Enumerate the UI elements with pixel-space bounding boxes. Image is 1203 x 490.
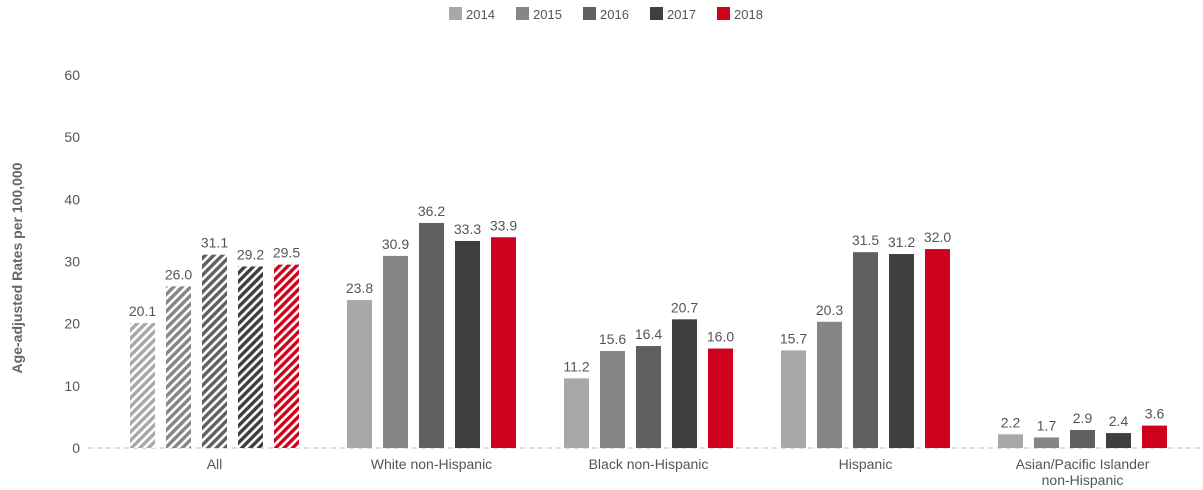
- bar-white-non-hispanic-2018: [491, 237, 516, 448]
- data-label-hispanic-2015: 20.3: [816, 302, 843, 318]
- bar-black-non-hispanic-2015: [600, 351, 625, 448]
- category-label-black-non-hispanic: Black non-Hispanic: [589, 456, 709, 472]
- bar-asian-pacific-islander-non-hispanic-2017: [1106, 433, 1131, 448]
- legend-label-2016: 2016: [600, 7, 629, 22]
- bar-black-non-hispanic-2014: [564, 378, 589, 448]
- data-label-hispanic-2017: 31.2: [888, 234, 915, 250]
- bar-asian-pacific-islander-non-hispanic-2018: [1142, 425, 1167, 448]
- y-axis-label: Age-adjusted Rates per 100,000: [9, 162, 25, 373]
- data-label-black-non-hispanic-2016: 16.4: [635, 326, 662, 342]
- bar-black-non-hispanic-2016: [636, 346, 661, 448]
- category-label-white-non-hispanic: White non-Hispanic: [371, 456, 492, 472]
- data-label-all-2018: 29.5: [273, 245, 300, 261]
- legend-label-2015: 2015: [533, 7, 562, 22]
- data-label-white-non-hispanic-2016: 36.2: [418, 203, 445, 219]
- y-tick-label: 40: [64, 191, 80, 207]
- bar-hispanic-2017: [889, 254, 914, 448]
- bar-white-non-hispanic-2015: [383, 255, 408, 448]
- data-label-asian-pacific-islander-non-hispanic-2014: 2.2: [1001, 414, 1021, 430]
- data-label-all-2017: 29.2: [237, 246, 264, 262]
- y-tick-label: 50: [64, 129, 80, 145]
- data-label-black-non-hispanic-2018: 16.0: [707, 329, 734, 345]
- bar-all-2015: [166, 286, 191, 448]
- legend-swatch-2014: [449, 7, 462, 20]
- category-label-asian-pacific-islander-non-hispanic: non-Hispanic: [1042, 472, 1124, 488]
- y-tick-label: 10: [64, 378, 80, 394]
- data-label-asian-pacific-islander-non-hispanic-2016: 2.9: [1073, 410, 1093, 426]
- category-label-hispanic: Hispanic: [839, 456, 893, 472]
- bar-white-non-hispanic-2016: [419, 222, 444, 448]
- bar-asian-pacific-islander-non-hispanic-2014: [998, 434, 1023, 448]
- data-label-asian-pacific-islander-non-hispanic-2017: 2.4: [1109, 413, 1129, 429]
- category-label-asian-pacific-islander-non-hispanic: Asian/Pacific Islander: [1016, 456, 1150, 472]
- data-labels: 20.1 26.0 31.1 29.2 29.5 23.8 30.9 36.2 33.3 33.9…: [129, 203, 1165, 433]
- data-label-asian-pacific-islander-non-hispanic-2015: 1.7: [1037, 417, 1057, 433]
- data-label-white-non-hispanic-2014: 23.8: [346, 280, 373, 296]
- y-tick-label: 60: [64, 67, 80, 83]
- legend-swatch-2017: [650, 7, 663, 20]
- bar-asian-pacific-islander-non-hispanic-2015: [1034, 437, 1059, 448]
- category-labels: All White non-Hispanic Black non-Hispanic H…: [207, 456, 1150, 488]
- data-label-black-non-hispanic-2015: 15.6: [599, 331, 626, 347]
- data-label-white-non-hispanic-2015: 30.9: [382, 236, 409, 252]
- bar-white-non-hispanic-2014: [347, 300, 372, 448]
- legend-swatch-2018: [717, 7, 730, 20]
- bar-all-2017: [238, 266, 263, 448]
- legend-swatch-2015: [516, 7, 529, 20]
- legend-label-2014: 2014: [466, 7, 495, 22]
- y-tick-label: 30: [64, 254, 80, 270]
- y-axis-ticks: 0 10 20 30 40 50 60: [64, 67, 80, 456]
- legend-label-2018: 2018: [734, 7, 763, 22]
- bar-all-2018: [274, 264, 299, 448]
- data-label-all-2015: 26.0: [165, 266, 192, 282]
- category-label-all: All: [207, 456, 223, 472]
- bar-hispanic-2015: [817, 321, 842, 448]
- y-tick-label: 0: [72, 440, 80, 456]
- data-label-white-non-hispanic-2018: 33.9: [490, 217, 517, 233]
- legend-label-2017: 2017: [667, 7, 696, 22]
- bar-hispanic-2016: [853, 252, 878, 448]
- data-label-black-non-hispanic-2014: 11.2: [563, 358, 589, 374]
- data-label-asian-pacific-islander-non-hispanic-2018: 3.6: [1145, 406, 1165, 422]
- data-label-hispanic-2014: 15.7: [780, 330, 807, 346]
- bar-hispanic-2014: [781, 350, 806, 448]
- y-tick-label: 20: [64, 316, 80, 332]
- legend-swatch-2016: [583, 7, 596, 20]
- data-label-hispanic-2016: 31.5: [852, 232, 879, 248]
- data-label-black-non-hispanic-2017: 20.7: [671, 299, 698, 315]
- bar-asian-pacific-islander-non-hispanic-2016: [1070, 429, 1095, 448]
- bar-all-2014: [130, 323, 155, 448]
- bar-white-non-hispanic-2017: [455, 240, 480, 448]
- legend: 2014 2015 2016 2017 2018: [449, 7, 763, 22]
- bars: [130, 222, 1167, 448]
- data-label-all-2016: 31.1: [201, 235, 228, 251]
- data-label-hispanic-2018: 32.0: [924, 229, 951, 245]
- bar-hispanic-2018: [925, 249, 950, 448]
- bar-black-non-hispanic-2018: [708, 348, 733, 448]
- data-label-white-non-hispanic-2017: 33.3: [454, 221, 481, 237]
- bar-black-non-hispanic-2017: [672, 319, 697, 448]
- data-label-all-2014: 20.1: [129, 303, 156, 319]
- bar-all-2016: [202, 254, 227, 448]
